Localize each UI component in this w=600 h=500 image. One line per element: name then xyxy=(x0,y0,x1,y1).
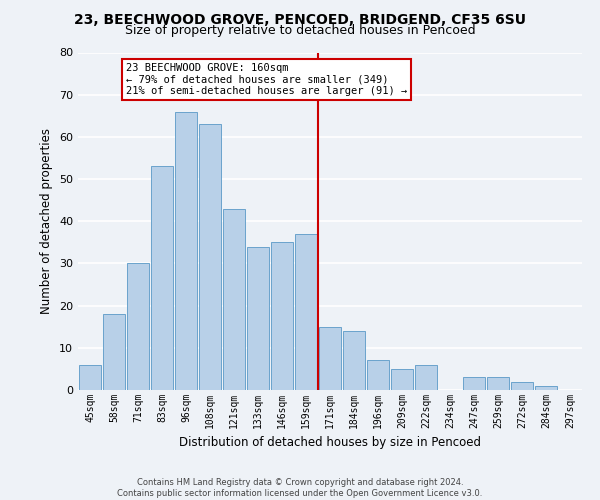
Text: 23 BEECHWOOD GROVE: 160sqm
← 79% of detached houses are smaller (349)
21% of sem: 23 BEECHWOOD GROVE: 160sqm ← 79% of deta… xyxy=(126,63,407,96)
Bar xyxy=(151,166,173,390)
Bar xyxy=(415,364,437,390)
Bar xyxy=(487,378,509,390)
Bar xyxy=(367,360,389,390)
Bar xyxy=(319,326,341,390)
Bar xyxy=(535,386,557,390)
Bar xyxy=(103,314,125,390)
Bar xyxy=(271,242,293,390)
Bar xyxy=(463,378,485,390)
Bar xyxy=(79,364,101,390)
Bar xyxy=(343,331,365,390)
Bar xyxy=(247,246,269,390)
Text: Contains HM Land Registry data © Crown copyright and database right 2024.
Contai: Contains HM Land Registry data © Crown c… xyxy=(118,478,482,498)
Bar xyxy=(199,124,221,390)
Bar xyxy=(175,112,197,390)
Y-axis label: Number of detached properties: Number of detached properties xyxy=(40,128,53,314)
Bar xyxy=(391,369,413,390)
Bar xyxy=(295,234,317,390)
Bar xyxy=(127,264,149,390)
Text: 23, BEECHWOOD GROVE, PENCOED, BRIDGEND, CF35 6SU: 23, BEECHWOOD GROVE, PENCOED, BRIDGEND, … xyxy=(74,12,526,26)
Text: Size of property relative to detached houses in Pencoed: Size of property relative to detached ho… xyxy=(125,24,475,37)
Bar xyxy=(511,382,533,390)
X-axis label: Distribution of detached houses by size in Pencoed: Distribution of detached houses by size … xyxy=(179,436,481,450)
Bar xyxy=(223,208,245,390)
